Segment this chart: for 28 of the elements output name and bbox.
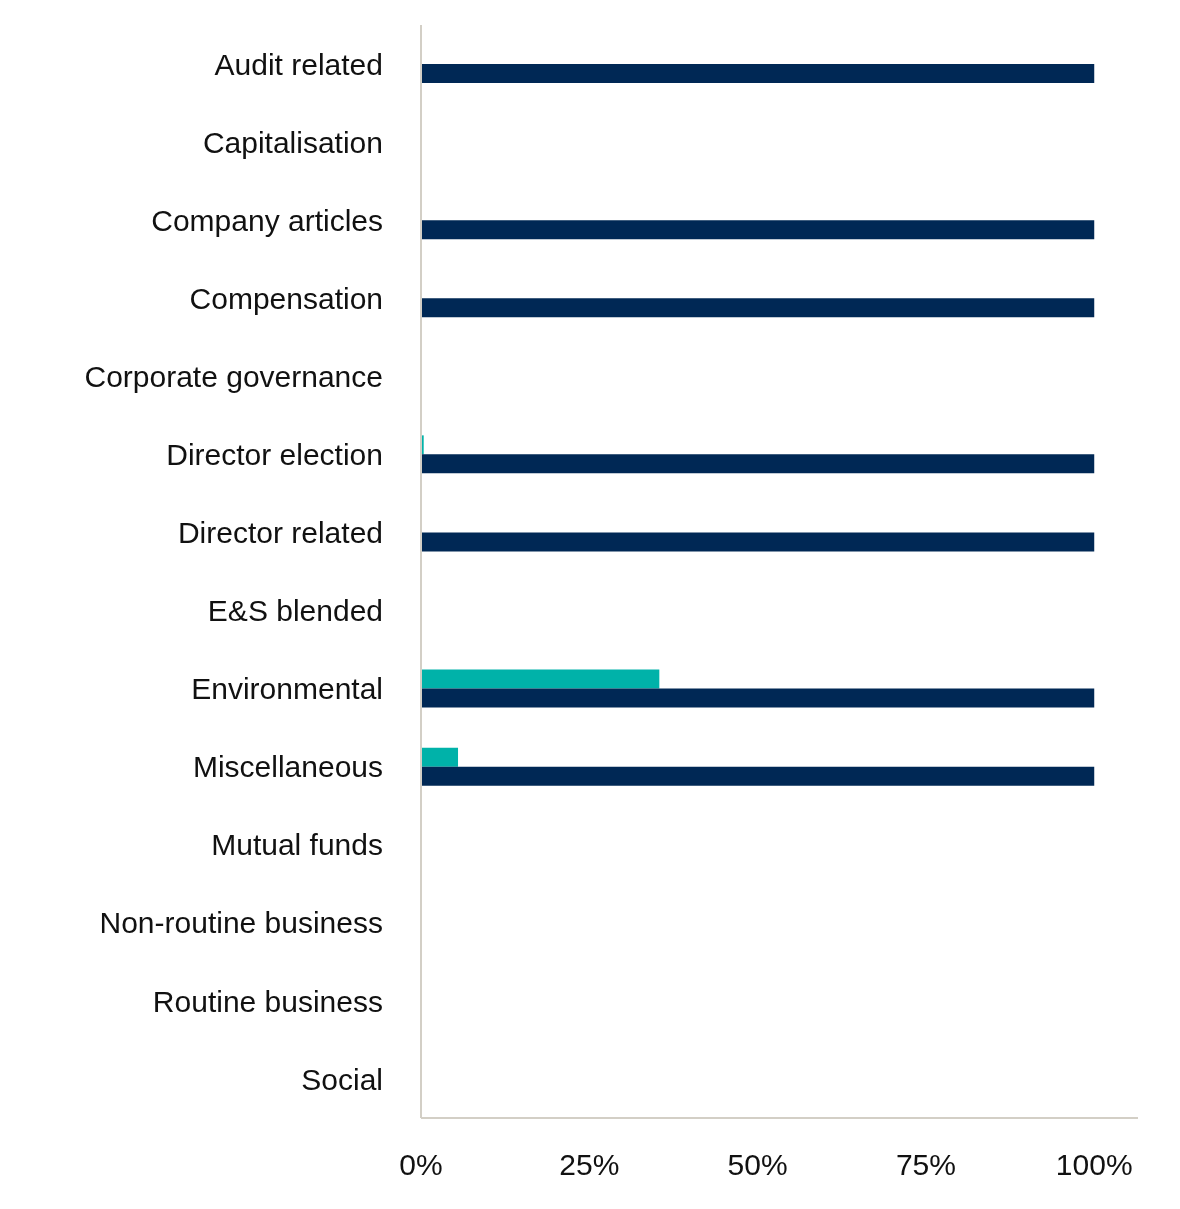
bar (421, 532, 1095, 552)
bar (421, 64, 1095, 83)
y-tick-label: Company articles (151, 203, 383, 237)
x-tick-label: 75% (895, 1148, 956, 1182)
bar (421, 298, 1095, 318)
x-tick-label: 100% (1055, 1148, 1133, 1182)
y-tick-label: Social (301, 1062, 383, 1096)
y-tick-label: Capitalisation (202, 125, 383, 159)
y-tick-label: Director election (166, 438, 383, 472)
y-tick-label: Environmental (191, 672, 383, 706)
y-tick-label: Non-routine business (99, 906, 383, 940)
x-tick-label: 25% (559, 1148, 620, 1182)
bar (421, 766, 1095, 786)
y-tick-label: Miscellaneous (192, 750, 383, 784)
bar (421, 220, 1095, 240)
bar (421, 454, 1095, 474)
bar (421, 747, 459, 767)
y-tick-label: Corporate governance (84, 359, 383, 393)
y-tick-label: Compensation (189, 281, 383, 315)
bar (421, 688, 1095, 708)
x-tick-label: 50% (727, 1148, 788, 1182)
y-tick-label: E&S blended (207, 594, 383, 628)
y-tick-label: Director related (177, 516, 383, 550)
y-tick-label: Mutual funds (211, 828, 383, 862)
y-tick-label: Audit related (214, 47, 383, 81)
x-tick-label: 0% (399, 1148, 443, 1182)
bar (421, 669, 660, 689)
y-tick-label: Routine business (152, 984, 383, 1018)
